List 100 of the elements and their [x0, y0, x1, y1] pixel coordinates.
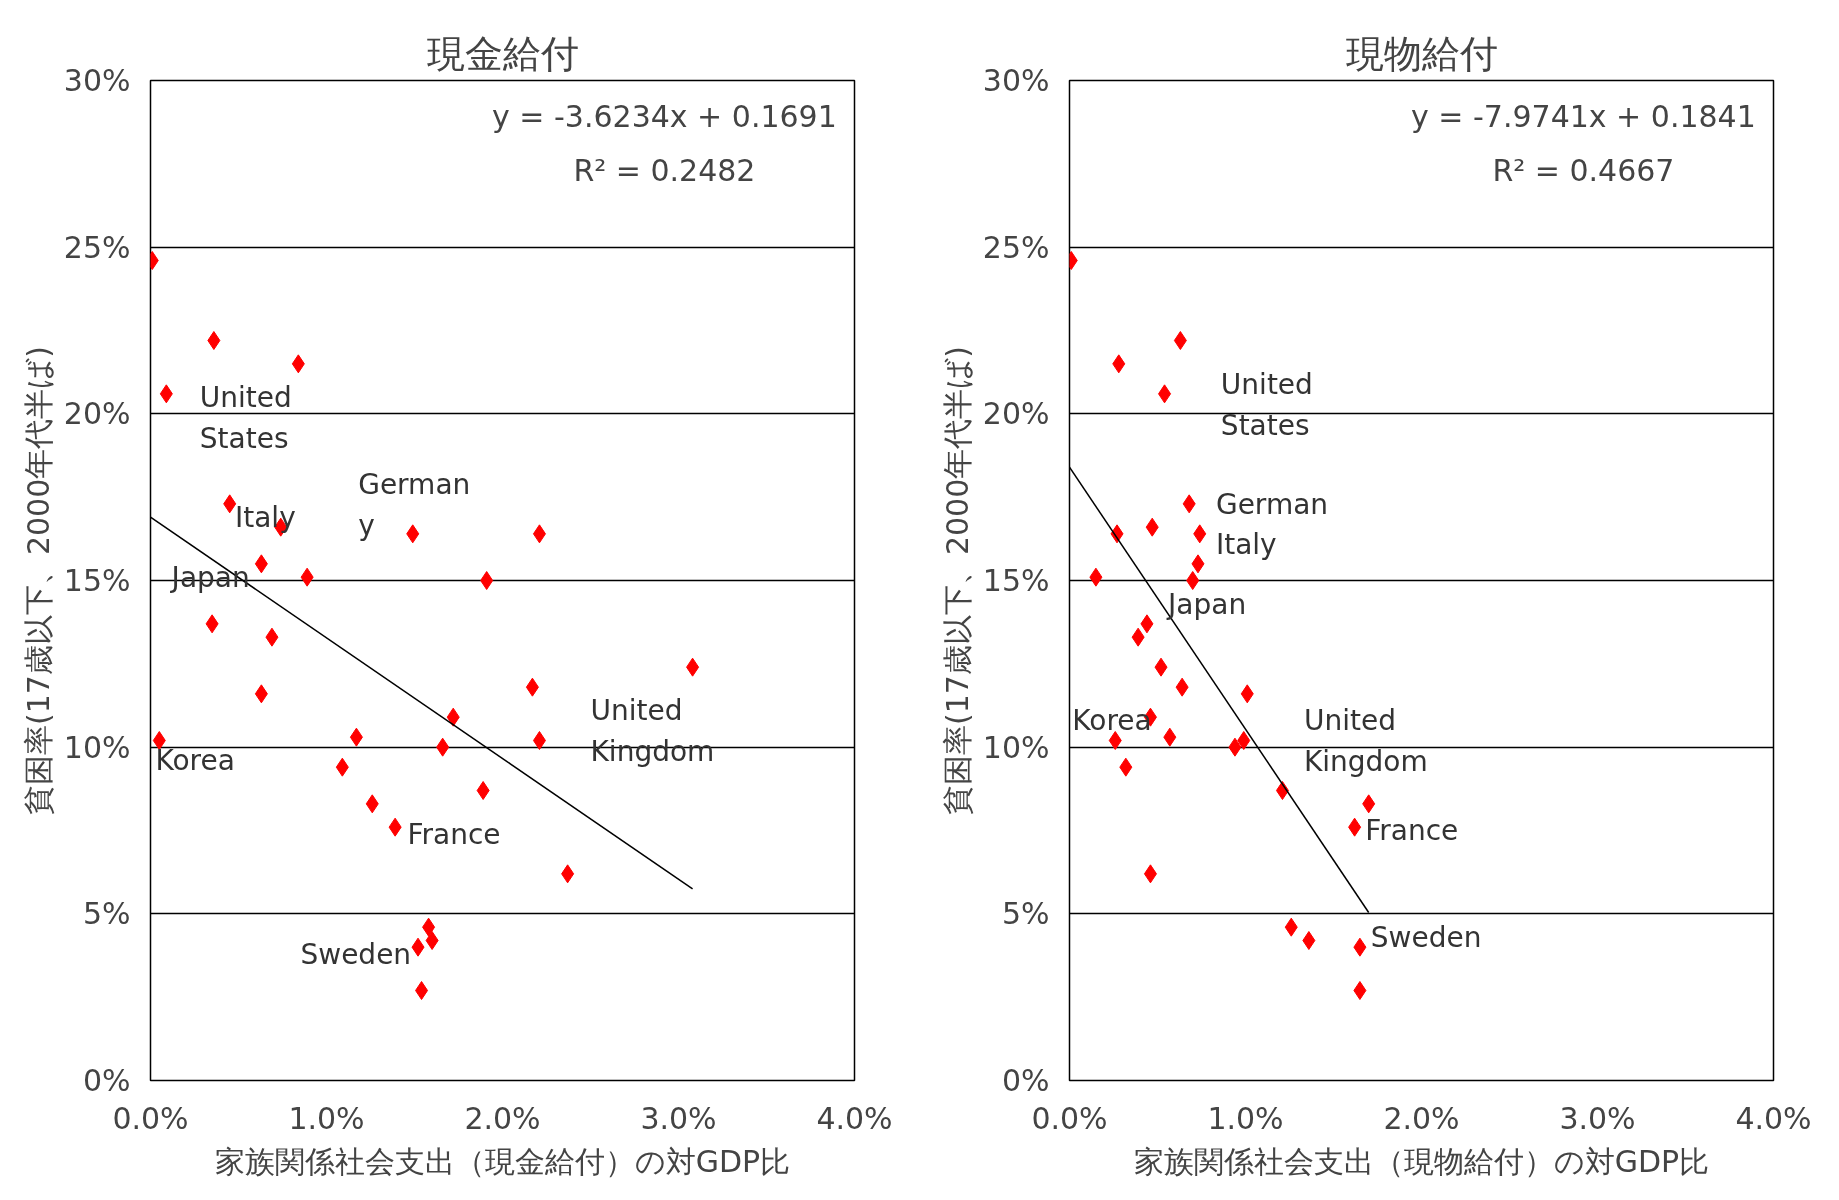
point [1173, 331, 1187, 350]
y-tick-label: 20% [982, 396, 1050, 432]
point [1163, 727, 1177, 747]
point [406, 524, 420, 544]
x-tick-label: 4.0% [816, 1100, 893, 1136]
chart-title: 現物給付 [1345, 31, 1498, 76]
point [1228, 737, 1242, 757]
x-tick-label: 2.0% [464, 1100, 541, 1136]
point [152, 731, 166, 750]
annotation: R² = 0.4667 [1492, 152, 1675, 188]
annotation: y = -3.6234x + 0.1691 [492, 98, 837, 134]
point [532, 731, 546, 750]
y-axis-title: 貧困率(17歳以下、2000年代半ば) [939, 346, 975, 815]
x-tick-label: 3.0% [640, 1100, 717, 1136]
point [415, 981, 429, 1000]
y-tick-label: 25% [982, 229, 1050, 265]
y-tick-label: 30% [982, 63, 1050, 98]
x-axis-title: 家族関係社会支出（現金給付）の対GDP比 [214, 1143, 791, 1179]
point [1193, 524, 1207, 544]
point [446, 707, 460, 727]
y-tick-label: 10% [63, 729, 131, 765]
point [561, 864, 575, 884]
point [411, 937, 425, 957]
point [1154, 657, 1168, 677]
point [686, 657, 700, 677]
y-tick-label: 10% [982, 729, 1050, 765]
point [1284, 917, 1298, 937]
point [1140, 614, 1154, 634]
annotation: Sweden [1370, 920, 1482, 954]
y-tick-label: 20% [63, 396, 131, 432]
point [159, 384, 173, 404]
point [532, 524, 546, 544]
point [1112, 354, 1126, 374]
point [1143, 864, 1157, 884]
point [1353, 981, 1367, 1000]
point [476, 781, 490, 800]
point [1108, 731, 1122, 750]
y-tick-label: 15% [982, 563, 1050, 598]
annotation: Sweden [300, 937, 412, 971]
y-axis-title: 貧困率(17歳以下、2000年代半ば) [20, 346, 56, 815]
point [1131, 627, 1145, 647]
point [1175, 677, 1189, 697]
annotation: Korea [1072, 703, 1152, 737]
annotation: R² = 0.2482 [573, 152, 756, 188]
point [205, 614, 219, 634]
x-tick-label: 1.0% [288, 1100, 365, 1136]
y-tick-label: 15% [63, 563, 131, 598]
y-tick-label: 25% [63, 229, 131, 265]
point [1186, 571, 1200, 590]
point [1191, 554, 1205, 574]
point [1182, 494, 1196, 514]
y-tick-label: 30% [63, 63, 131, 98]
point [335, 757, 349, 777]
point [1119, 757, 1133, 777]
y-tick-label: 0% [1001, 1063, 1050, 1098]
point [422, 917, 436, 937]
annotation: German [1215, 487, 1329, 521]
x-tick-label: 1.0% [1207, 1100, 1284, 1136]
y-tick-label: 5% [82, 896, 131, 932]
point [207, 331, 221, 350]
x-tick-label: 0.0% [112, 1100, 189, 1136]
point [1353, 937, 1367, 957]
point [291, 354, 305, 374]
point [1302, 931, 1316, 950]
point [525, 677, 539, 697]
point [265, 627, 279, 647]
point [349, 727, 363, 747]
annotation: Korea [155, 743, 235, 777]
point [254, 554, 268, 574]
chart-title: 現金給付 [426, 31, 579, 76]
x-axis-title: 家族関係社会支出（現物給付）の対GDP比 [1133, 1143, 1710, 1179]
annotation: France [407, 817, 501, 851]
y-tick-label: 0% [82, 1063, 131, 1098]
point [365, 794, 379, 814]
x-tick-label: 4.0% [1735, 1100, 1812, 1136]
annotation: y = -7.9741x + 0.1841 [1411, 98, 1756, 134]
point [1240, 684, 1254, 704]
annotation: Italy [1215, 527, 1277, 561]
point [223, 494, 237, 514]
point [1145, 517, 1159, 537]
point [425, 931, 439, 950]
x-tick-label: 0.0% [1031, 1100, 1108, 1136]
annotation: Japan [1166, 587, 1247, 621]
point [480, 571, 494, 590]
x-tick-label: 3.0% [1559, 1100, 1636, 1136]
annotation: France [1365, 813, 1459, 847]
point [254, 684, 268, 704]
point [300, 567, 314, 587]
x-tick-label: 2.0% [1383, 1100, 1460, 1136]
point [1348, 817, 1362, 837]
point [1237, 731, 1251, 750]
y-tick-label: 5% [1001, 896, 1050, 932]
annotation: Italy [234, 500, 296, 534]
point [1089, 567, 1103, 587]
annotation: United States [1220, 367, 1313, 442]
annotation: United States [199, 380, 292, 455]
annotation: German y [358, 467, 471, 542]
point [1362, 794, 1376, 814]
point [436, 737, 450, 757]
point [388, 817, 402, 837]
